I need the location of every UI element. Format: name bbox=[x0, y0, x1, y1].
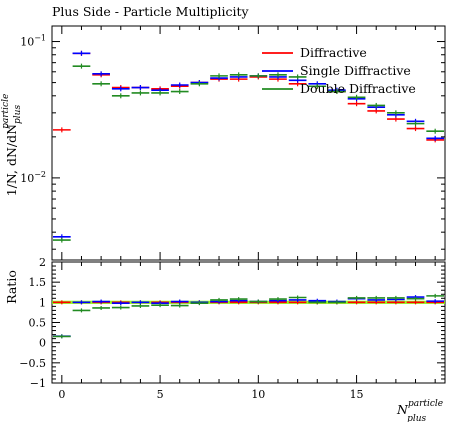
legend-label: Single Diffractive bbox=[300, 63, 411, 78]
ratio-y-tick-label: 2 bbox=[39, 256, 46, 269]
x-label-sub: plus bbox=[407, 414, 426, 422]
main-frame bbox=[51, 25, 446, 261]
main-marks bbox=[52, 50, 445, 243]
main-y-tick-label: 10−2 bbox=[20, 170, 46, 185]
ratio-y-tick-label: 1 bbox=[39, 296, 46, 309]
ratio-panel: 0 5 10 15 −1 −0.5 0 0.5 1 1.5 2 bbox=[19, 256, 446, 401]
main-panel: 10−1 10−2 bbox=[20, 25, 446, 261]
ratio-y-tick-label: −0.5 bbox=[19, 357, 46, 370]
legend-label: Diffractive bbox=[300, 45, 367, 60]
main-y-label-sub: plus bbox=[13, 105, 23, 124]
chart-title: Plus Side - Particle Multiplicity bbox=[52, 4, 250, 19]
x-label-text: N bbox=[396, 402, 409, 417]
main-y-tick-label: 10−1 bbox=[20, 34, 46, 49]
ratio-ticks: 0 5 10 15 −1 −0.5 0 0.5 1 1.5 2 bbox=[19, 256, 445, 401]
ratio-y-tick-label: −1 bbox=[30, 377, 46, 390]
main-y-axis-label: 1/N, dN/dNplusparticle bbox=[1, 94, 23, 197]
legend: Diffractive Single Diffractive Double Diff… bbox=[262, 45, 416, 96]
x-tick-label: 5 bbox=[157, 388, 164, 401]
x-tick-label: 10 bbox=[251, 388, 265, 401]
ratio-frame bbox=[51, 261, 446, 384]
ratio-y-axis-label: Ratio bbox=[4, 270, 19, 304]
svg-text:1/N, dN/dNplusparticle: 1/N, dN/dNplusparticle bbox=[1, 94, 23, 197]
main-y-label-sup: particle bbox=[1, 94, 11, 129]
ratio-y-tick-label: 0.5 bbox=[29, 317, 47, 330]
ratio-y-tick-label: 1.5 bbox=[29, 276, 47, 289]
ratio-y-tick-label: 0 bbox=[39, 337, 46, 350]
x-tick-label: 0 bbox=[58, 388, 65, 401]
main-y-label-text: 1/N, dN/dN bbox=[4, 124, 19, 196]
ratio-marks bbox=[52, 293, 445, 339]
main-ticks: 10−1 10−2 bbox=[20, 26, 445, 260]
x-axis-label: Nparticle plus bbox=[396, 399, 443, 422]
x-label-sup: particle bbox=[408, 399, 443, 409]
x-tick-label: 15 bbox=[350, 388, 364, 401]
ratio-reference-band bbox=[52, 300, 445, 304]
legend-label: Double Diffractive bbox=[300, 81, 416, 96]
